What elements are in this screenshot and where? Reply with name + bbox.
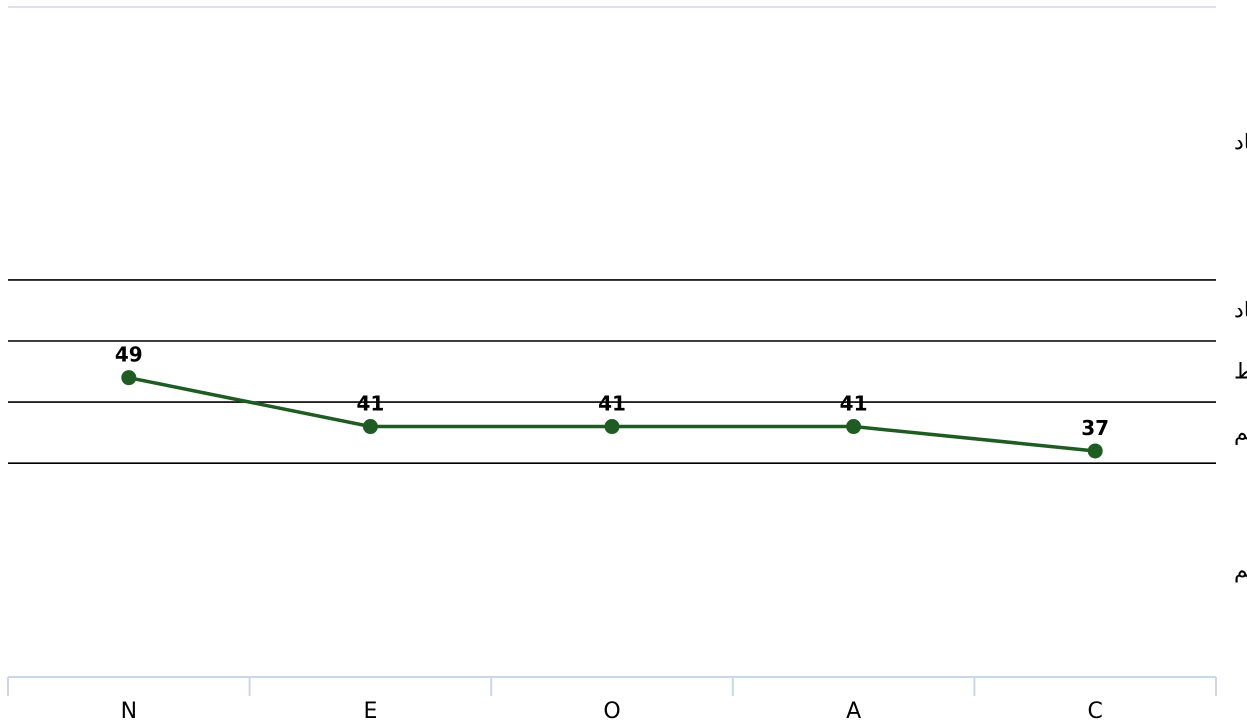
band-labels: خیلی کم کم متوسط زیاد خیلی زیاد (1234, 130, 1247, 583)
data-label-O: 41 (598, 392, 626, 416)
x-tick-label-O: O (603, 699, 620, 724)
series-line (121, 370, 1103, 459)
data-labels: 49 41 41 41 37 (115, 343, 1109, 440)
x-tick-label-A: A (846, 699, 861, 724)
data-label-C: 37 (1081, 416, 1109, 440)
data-point-A (846, 419, 862, 435)
band-label-1: کم (1234, 421, 1247, 446)
data-point-O (604, 419, 620, 435)
x-tick-label-C: C (1088, 699, 1103, 724)
data-label-E: 41 (356, 392, 384, 416)
band-label-0: خیلی کم (1234, 558, 1247, 583)
band-lines (8, 279, 1216, 464)
band-label-4: خیلی زیاد (1234, 130, 1247, 155)
x-tick-label-E: E (363, 699, 377, 724)
band-label-2: متوسط (1234, 360, 1247, 385)
x-tick-label-N: N (121, 699, 137, 724)
data-point-C (1087, 443, 1103, 459)
data-point-N (121, 370, 137, 386)
data-point-E (362, 419, 378, 435)
data-label-N: 49 (115, 343, 143, 367)
band-label-3: زیاد (1234, 298, 1247, 323)
data-label-A: 41 (840, 392, 868, 416)
